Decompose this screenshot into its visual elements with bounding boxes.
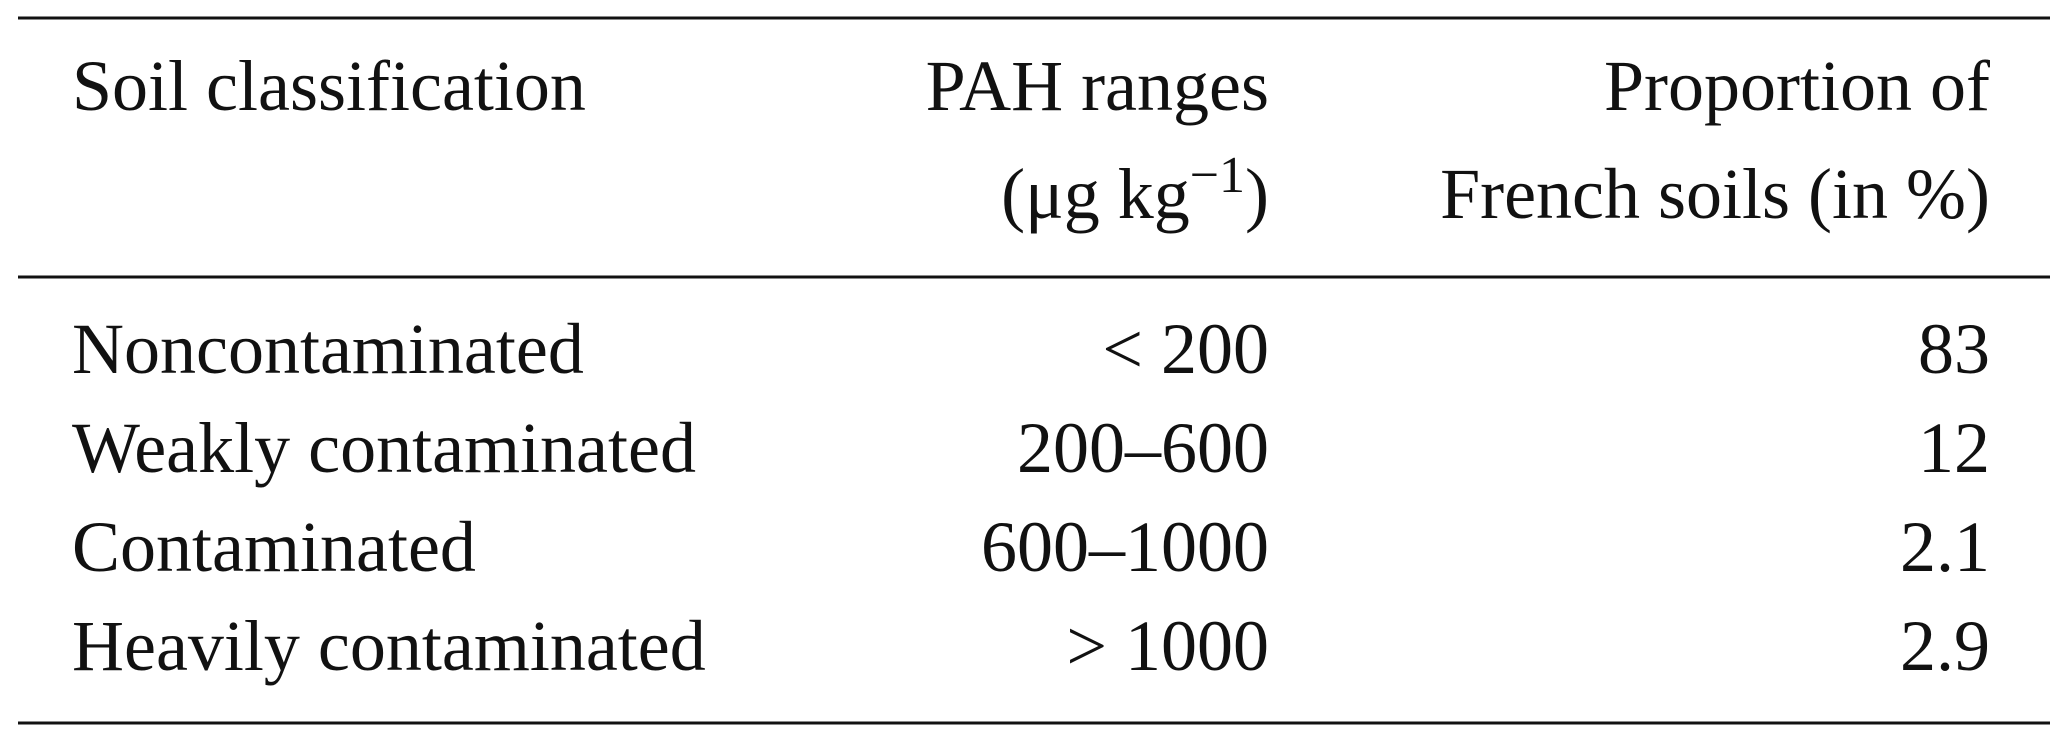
table-cell: Heavily contaminated: [72, 606, 706, 686]
table-cell: < 200: [1102, 309, 1269, 389]
cell-text-part: (μg kg: [1001, 154, 1190, 234]
table-cell: Weakly contaminated: [72, 408, 696, 488]
table-cell: 2.9: [1900, 606, 1990, 686]
header-cell: Proportion of: [1604, 46, 1990, 126]
table-cell: Contaminated: [72, 507, 476, 587]
table-cell: Noncontaminated: [72, 309, 584, 389]
table-cell: 83: [1918, 309, 1990, 389]
table-cell: > 1000: [1066, 606, 1269, 686]
table-cell: 600–1000: [981, 507, 1269, 587]
header-cell: PAH ranges: [926, 46, 1269, 126]
table-cell: 12: [1918, 408, 1990, 488]
cell-text-part: ): [1245, 154, 1269, 234]
table-cell: 2.1: [1900, 507, 1990, 587]
superscript: −1: [1190, 147, 1245, 204]
table-cell: 200–600: [1017, 408, 1269, 488]
header-cell: French soils (in %): [1440, 154, 1990, 234]
header-cell: Soil classification: [72, 46, 586, 126]
header-cell: (μg kg−1): [1001, 147, 1269, 234]
